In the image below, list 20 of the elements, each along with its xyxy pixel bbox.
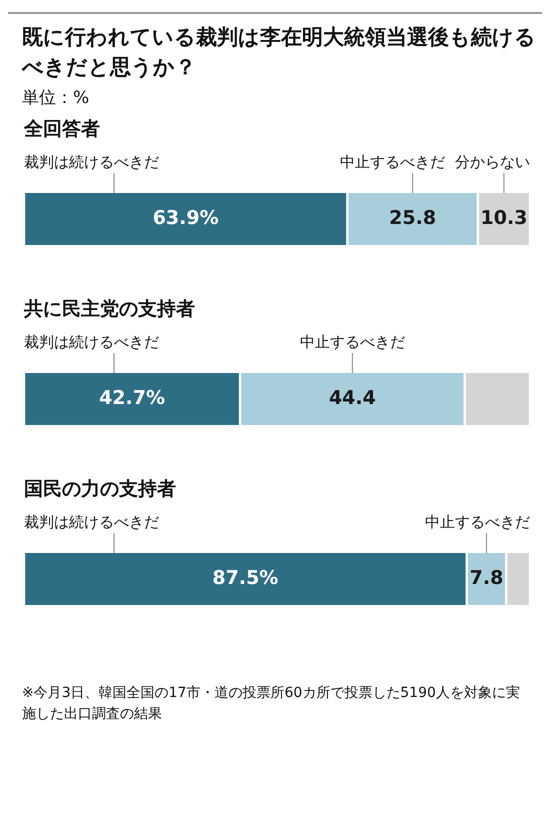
text: 裁判は続けるべきだ — [24, 153, 159, 171]
data-label: 10.3 — [480, 206, 528, 229]
data-label: 25.8 — [389, 206, 436, 229]
y-tick-label: 共に民主党の支持者 — [23, 298, 195, 320]
series-label: 分からない — [455, 153, 530, 171]
data-label: 7.8 — [470, 566, 504, 589]
data-label: 63.9% — [152, 206, 219, 229]
text: 単位：% — [21, 87, 90, 109]
y-tick-label: 国民の力の支持者 — [24, 478, 176, 500]
data-label: 42.7% — [99, 386, 165, 409]
data-label: 44.4 — [328, 386, 376, 409]
text: 中止するべきだ — [425, 513, 530, 531]
y-tick-label: 全回答者 — [23, 118, 100, 140]
data-label: 87.5% — [212, 566, 278, 589]
series-label: 裁判は続けるべきだ — [24, 513, 159, 531]
text: 裁判は続けるべきだ — [24, 333, 159, 351]
text: ※今月3日、韓国全国の17市・道の投票所60カ所で投票した5190人を対象に実施した出口調査の結果 — [21, 684, 521, 724]
text: 中止するべきだ — [300, 333, 405, 351]
series-label: 中止するべきだ — [340, 153, 445, 171]
chart-title: 既に行われている裁判は李在明大統領当選後も続けるべきだと思うか？ — [20, 24, 537, 81]
